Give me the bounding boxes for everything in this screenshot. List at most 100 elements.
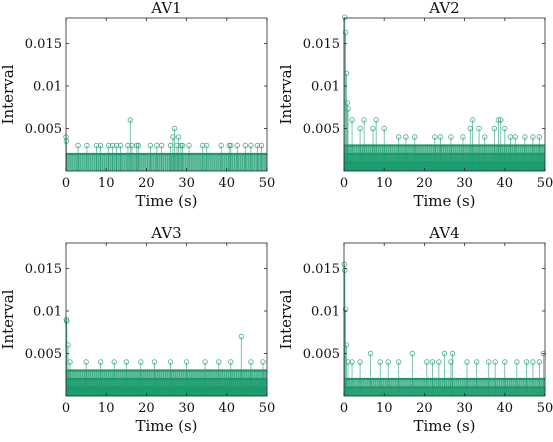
stem-marker bbox=[345, 106, 351, 112]
x-axis-label: Time (s) bbox=[413, 192, 475, 210]
stem-marker bbox=[226, 142, 232, 149]
stem-marker bbox=[491, 125, 498, 132]
stem-marker bbox=[97, 142, 104, 149]
x-tick-label: 10 bbox=[376, 401, 393, 416]
x-tick-label: 30 bbox=[456, 401, 473, 416]
x-tick-label: 30 bbox=[178, 176, 195, 191]
stem-marker bbox=[512, 134, 518, 140]
stem-marker bbox=[93, 142, 100, 149]
stem-marker bbox=[460, 134, 466, 140]
stem-marker bbox=[424, 359, 430, 365]
stem-marker bbox=[357, 359, 363, 365]
stem-marker bbox=[437, 134, 444, 140]
panel-2: 0 10 20 30 40 50 0.005 0.01 0.015 AV2 Time (s) Inte… bbox=[277, 0, 553, 210]
stem-band bbox=[343, 144, 545, 171]
panel-1: 0 10 20 30 40 50 0.005 0.01 0.015 AV1 Time (s) Inte… bbox=[0, 0, 275, 210]
stem-marker bbox=[123, 359, 129, 365]
stem-marker bbox=[341, 261, 348, 267]
stem-marker bbox=[178, 142, 184, 149]
panel-title: AV2 bbox=[428, 0, 459, 17]
y-tick-label: 0.01 bbox=[33, 80, 62, 95]
x-tick-label: 40 bbox=[219, 401, 236, 416]
panel-title: AV3 bbox=[150, 224, 181, 242]
stem-marker bbox=[109, 142, 116, 149]
y-tick-label: 0.005 bbox=[303, 122, 340, 137]
x-tick-label: 50 bbox=[259, 176, 276, 191]
stem-marker bbox=[63, 138, 70, 144]
y-axis-label: Interval bbox=[0, 289, 17, 349]
y-tick-label: 0.005 bbox=[25, 347, 62, 362]
x-tick-label: 10 bbox=[98, 401, 115, 416]
panel-4: 0 10 20 30 40 50 0.005 0.01 0.015 AV4 Time (s) Inte… bbox=[277, 224, 553, 435]
stem-marker bbox=[498, 117, 504, 123]
y-axis-label: Interval bbox=[277, 289, 295, 349]
x-tick-label: 50 bbox=[259, 401, 276, 416]
stem-marker bbox=[342, 14, 348, 20]
stem-marker bbox=[522, 134, 528, 140]
stem-marker bbox=[448, 359, 454, 365]
x-tick-label: 40 bbox=[497, 176, 514, 191]
stem-marker bbox=[97, 359, 104, 365]
stem-marker bbox=[502, 125, 508, 132]
stem-marker bbox=[441, 350, 448, 357]
x-tick-label: 0 bbox=[340, 176, 348, 191]
stem-marker bbox=[469, 117, 476, 123]
x-tick-label: 0 bbox=[62, 401, 70, 416]
stem-marker bbox=[174, 142, 180, 149]
stem-marker bbox=[202, 359, 208, 365]
x-axis-label: Time (s) bbox=[413, 417, 475, 435]
stem-marker bbox=[395, 134, 402, 140]
stem-marker bbox=[349, 117, 355, 123]
stem-marker bbox=[377, 359, 383, 365]
stem-marker bbox=[429, 359, 436, 365]
stem-marker bbox=[135, 142, 142, 149]
y-tick-label: 0.01 bbox=[311, 80, 340, 95]
x-tick-label: 40 bbox=[219, 176, 236, 191]
stem-marker bbox=[357, 125, 363, 132]
y-tick-label: 0.015 bbox=[303, 262, 340, 277]
stem-marker bbox=[412, 134, 418, 140]
stem-marker bbox=[486, 359, 492, 365]
x-axis-label: Time (s) bbox=[135, 192, 197, 210]
y-axis-label: Interval bbox=[0, 64, 17, 124]
stem-marker bbox=[345, 359, 351, 365]
stem-marker bbox=[248, 359, 254, 365]
stem-marker bbox=[228, 142, 234, 149]
x-tick-label: 20 bbox=[138, 176, 155, 191]
stem-marker bbox=[111, 359, 117, 365]
stem-marker bbox=[203, 142, 210, 149]
stem-marker bbox=[344, 100, 350, 106]
stem-marker bbox=[216, 359, 222, 365]
stem-marker bbox=[536, 134, 543, 140]
x-tick-label: 20 bbox=[416, 401, 433, 416]
stem-marker bbox=[117, 142, 124, 149]
stem-marker bbox=[540, 350, 547, 357]
stem-marker bbox=[199, 142, 206, 149]
stem-marker bbox=[342, 267, 348, 273]
stem-marker bbox=[67, 359, 73, 365]
stem-marker bbox=[113, 142, 120, 149]
stem-marker bbox=[218, 142, 224, 149]
stem-marker bbox=[186, 142, 192, 149]
stem-band bbox=[65, 152, 267, 171]
stem-marker bbox=[64, 318, 70, 324]
axes-box bbox=[65, 17, 268, 172]
stem-marker bbox=[105, 142, 112, 149]
y-tick-label: 0.015 bbox=[25, 37, 62, 52]
stem-marker bbox=[127, 117, 134, 123]
stem-marker bbox=[403, 134, 409, 140]
x-tick-label: 20 bbox=[416, 176, 433, 191]
stem-marker bbox=[492, 359, 498, 365]
x-tick-label: 50 bbox=[537, 401, 553, 416]
stem-marker bbox=[170, 134, 176, 140]
stem-marker bbox=[502, 359, 508, 365]
stem-marker bbox=[367, 350, 374, 357]
stem-marker bbox=[448, 134, 454, 140]
stem-marker bbox=[151, 359, 158, 365]
stem-marker bbox=[370, 125, 376, 132]
stem-marker bbox=[254, 142, 261, 149]
stem-marker bbox=[167, 359, 174, 365]
x-axis-label: Time (s) bbox=[135, 417, 197, 435]
stem-marker bbox=[238, 333, 244, 340]
